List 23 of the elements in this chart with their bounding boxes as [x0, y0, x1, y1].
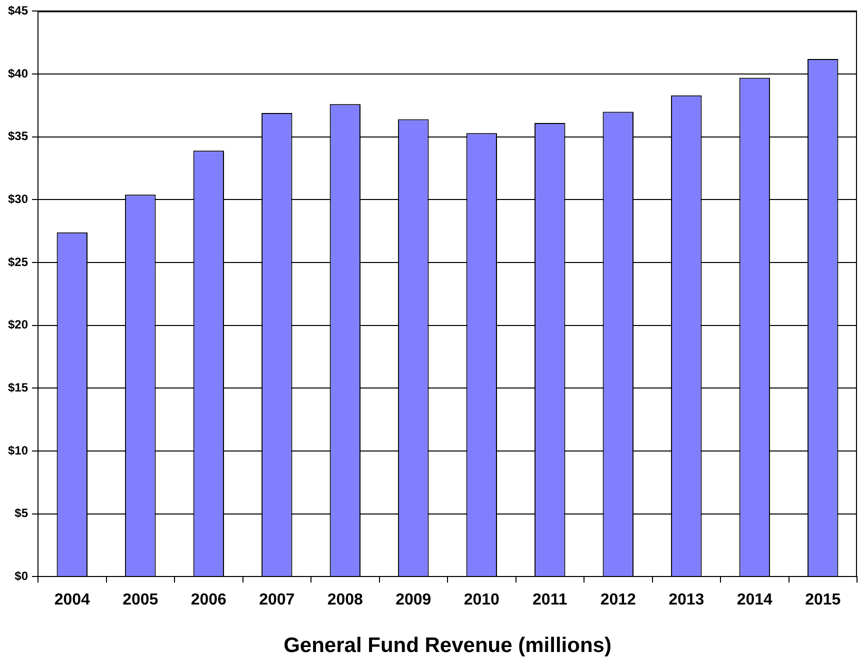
y-tick-label: $5	[14, 506, 28, 520]
y-tick-label: $25	[8, 254, 28, 269]
y-tick-label: $15	[8, 380, 28, 394]
x-tick-label: 2013	[668, 592, 704, 609]
x-tick-label: 2012	[600, 592, 636, 609]
y-tick-label: $0	[14, 568, 28, 583]
y-tick-label: $30	[8, 192, 28, 206]
x-tick-label: 2011	[532, 592, 568, 609]
x-axis-title: General Fund Revenue (millions)	[284, 634, 612, 658]
x-tick-label: 2004	[54, 592, 90, 609]
x-tick-label: 2015	[805, 592, 841, 609]
x-tick-label: 2008	[327, 592, 364, 609]
y-tick-label: $45	[8, 4, 28, 18]
x-tick-label: 2005	[122, 592, 158, 609]
x-tick-label: 2007	[259, 592, 295, 609]
y-tick-label: $40	[8, 66, 28, 80]
y-tick-label: $10	[8, 443, 28, 458]
x-tick-label: 2010	[464, 592, 500, 609]
y-tick-label: $35	[8, 129, 28, 144]
x-tick-label: 2014	[736, 592, 773, 609]
x-tick-label: 2006	[190, 592, 227, 609]
x-tick-label: 2009	[396, 592, 432, 609]
y-tick-label: $20	[8, 318, 28, 332]
